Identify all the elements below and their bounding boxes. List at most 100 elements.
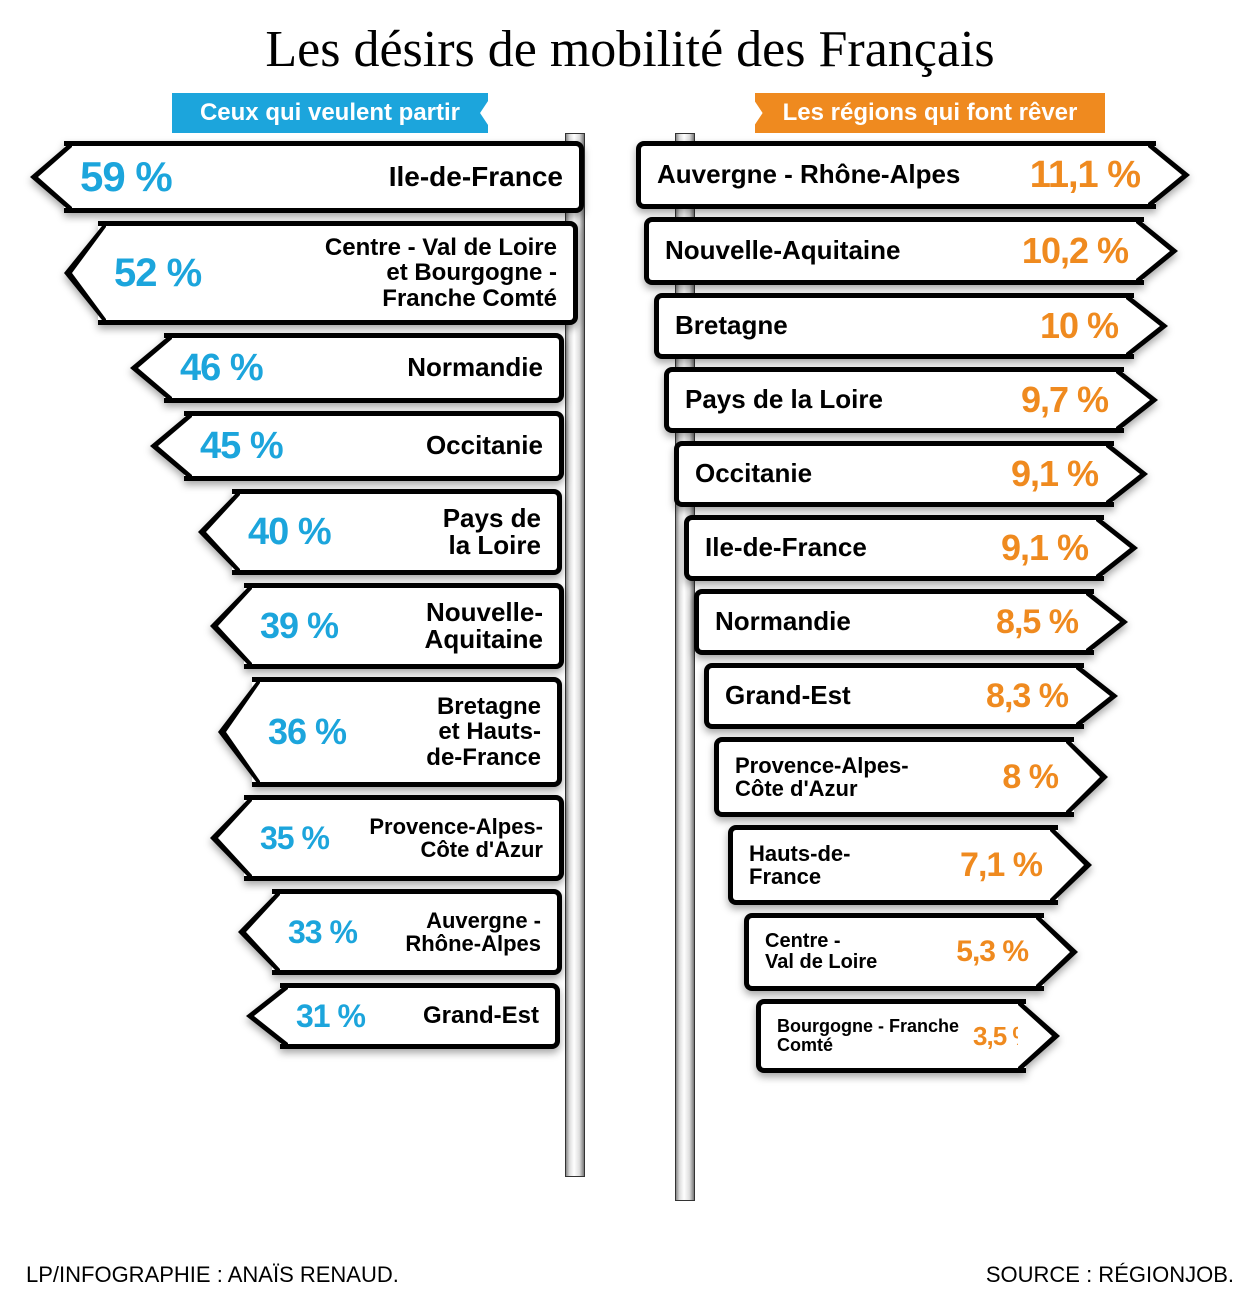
- arrow-right-icon: [1116, 367, 1158, 433]
- sign-label: Nouvelle-Aquitaine: [665, 237, 900, 264]
- sign-percent: 10 %: [1040, 305, 1118, 347]
- arrow-right-icon: [1096, 515, 1138, 581]
- sign-percent: 39 %: [260, 605, 338, 647]
- sign-label: Hauts-de-France: [749, 842, 850, 888]
- sign-percent: 8,3 %: [986, 677, 1068, 716]
- sign-body: 8 % Provence-Alpes-Côte d'Azur: [714, 737, 1074, 817]
- sign-label: Auvergne -Rhône-Alpes: [405, 909, 541, 955]
- sign-percent: 9,1 %: [1001, 527, 1088, 569]
- sign-label: Ile-de-France: [389, 162, 563, 191]
- sign-left-4: 40 % Pays dela Loire: [198, 489, 568, 575]
- arrow-left-icon: [210, 795, 252, 881]
- sign-body: 11,1 % Auvergne - Rhône-Alpes: [636, 141, 1156, 209]
- sign-right-9: 7,1 % Hauts-de-France: [722, 825, 1092, 905]
- sign-label: Centre -Val de Loire: [765, 931, 877, 973]
- sign-right-2: 10 % Bretagne: [648, 293, 1168, 359]
- sign-percent: 45 %: [200, 425, 283, 468]
- sign-left-2: 46 % Normandie: [130, 333, 570, 403]
- sign-left-8: 33 % Auvergne -Rhône-Alpes: [238, 889, 568, 975]
- arrow-right-icon: [1036, 913, 1078, 991]
- sign-percent: 7,1 %: [960, 846, 1042, 885]
- arrow-right-icon: [1148, 141, 1190, 209]
- sign-body: 8,5 % Normandie: [694, 589, 1094, 655]
- sign-body: 52 % Centre - Val de Loireet Bourgogne -F…: [98, 221, 578, 325]
- sign-label: Bretagne: [675, 312, 788, 339]
- sign-label: Provence-Alpes-Côte d'Azur: [369, 815, 543, 861]
- sign-label: Ile-de-France: [705, 534, 867, 561]
- sign-right-7: 8,3 % Grand-Est: [698, 663, 1118, 729]
- sign-body: 9,7 % Pays de la Loire: [664, 367, 1124, 433]
- columns: Ceux qui veulent partir 59 %Ile-de-Franc…: [0, 93, 1260, 1081]
- arrow-left-icon: [198, 489, 240, 575]
- sign-body: 10,2 %Nouvelle-Aquitaine: [644, 217, 1144, 285]
- sign-right-1: 10,2 %Nouvelle-Aquitaine: [638, 217, 1178, 285]
- sign-percent: 52 %: [114, 251, 201, 296]
- arrow-right-icon: [1136, 217, 1178, 285]
- sign-body: 3,5 %Bourgogne - FrancheComté: [756, 999, 1026, 1073]
- sign-right-6: 8,5 % Normandie: [688, 589, 1128, 655]
- sign-percent: 31 %: [296, 998, 365, 1035]
- arrow-right-icon: [1086, 589, 1128, 655]
- sign-label: Bourgogne - FrancheComté: [777, 1017, 959, 1055]
- sign-body: 59 % Ile-de-France: [64, 141, 584, 213]
- sign-body: 39 % Nouvelle-Aquitaine: [244, 583, 564, 669]
- sign-label: Pays dela Loire: [443, 505, 541, 560]
- sign-label: Normandie: [407, 354, 543, 381]
- sign-right-4: 9,1 %Occitanie: [668, 441, 1148, 507]
- sign-label: Bretagneet Hauts-de-France: [426, 694, 541, 770]
- signs-right: 11,1 % Auvergne - Rhône-Alpes 10,2 %Nouve…: [630, 141, 1230, 1073]
- arrow-left-icon: [210, 583, 252, 669]
- sign-percent: 33 %: [288, 914, 357, 951]
- sign-left-1: 52 % Centre - Val de Loireet Bourgogne -F…: [64, 221, 584, 325]
- sign-percent: 11,1 %: [1030, 154, 1140, 197]
- sign-percent: 8 %: [1002, 758, 1058, 797]
- sign-body: 9,1 %Occitanie: [674, 441, 1114, 507]
- sign-body: 7,1 % Hauts-de-France: [728, 825, 1058, 905]
- sign-percent: 9,7 %: [1021, 379, 1108, 421]
- column-leave: Ceux qui veulent partir 59 %Ile-de-Franc…: [30, 93, 630, 1057]
- arrow-left-icon: [150, 411, 192, 481]
- sign-percent: 8,5 %: [996, 603, 1078, 642]
- column-dream: Les régions qui font rêver 11,1 % Auvergn…: [630, 93, 1230, 1081]
- sign-percent: 9,1 %: [1011, 453, 1098, 495]
- sign-body: 10 % Bretagne: [654, 293, 1134, 359]
- sign-right-5: 9,1 % Ile-de-France: [678, 515, 1138, 581]
- credit-right: SOURCE : RÉGIONJOB.: [986, 1262, 1234, 1288]
- arrow-right-icon: [1126, 293, 1168, 359]
- sign-body: 31 %Grand-Est: [280, 983, 560, 1049]
- sign-percent: 46 %: [180, 347, 263, 390]
- arrow-left-icon: [246, 983, 288, 1049]
- sign-label: Pays de la Loire: [685, 386, 883, 413]
- arrow-right-icon: [1066, 737, 1108, 817]
- arrow-right-icon: [1076, 663, 1118, 729]
- sign-body: 9,1 % Ile-de-France: [684, 515, 1104, 581]
- signs-left: 59 % Ile-de-France 52 % Centre - Val de Lo…: [30, 141, 630, 1049]
- arrow-left-icon: [218, 677, 260, 787]
- sign-percent: 59 %: [80, 153, 172, 201]
- sign-label: Grand-Est: [725, 682, 851, 709]
- sign-label: Occitanie: [426, 432, 543, 459]
- sign-left-6: 36 %Bretagneet Hauts-de-France: [218, 677, 568, 787]
- sign-left-7: 35 %Provence-Alpes-Côte d'Azur: [210, 795, 570, 881]
- sign-left-9: 31 %Grand-Est: [246, 983, 566, 1049]
- sign-body: 45 % Occitanie: [184, 411, 564, 481]
- sign-label: Nouvelle-Aquitaine: [425, 599, 543, 654]
- sign-body: 36 %Bretagneet Hauts-de-France: [252, 677, 562, 787]
- sign-right-0: 11,1 % Auvergne - Rhône-Alpes: [630, 141, 1190, 209]
- arrow-right-icon: [1018, 999, 1060, 1073]
- sign-left-3: 45 % Occitanie: [150, 411, 570, 481]
- sign-percent: 40 %: [248, 511, 331, 554]
- arrow-right-icon: [1050, 825, 1092, 905]
- sign-left-0: 59 % Ile-de-France: [30, 141, 590, 213]
- sign-body: 40 % Pays dela Loire: [232, 489, 562, 575]
- header-dream: Les régions qui font rêver: [755, 93, 1106, 133]
- credit-left: LP/INFOGRAPHIE : ANAÏS RENAUD.: [26, 1262, 399, 1288]
- footer: LP/INFOGRAPHIE : ANAÏS RENAUD. SOURCE : …: [0, 1262, 1260, 1288]
- sign-right-10: 5,3 %Centre -Val de Loire: [738, 913, 1078, 991]
- sign-body: 33 % Auvergne -Rhône-Alpes: [272, 889, 562, 975]
- sign-label: Normandie: [715, 608, 851, 635]
- sign-right-11: 3,5 %Bourgogne - FrancheComté: [750, 999, 1060, 1073]
- sign-label: Provence-Alpes-Côte d'Azur: [735, 754, 909, 800]
- sign-label: Centre - Val de Loireet Bourgogne -Franc…: [325, 235, 557, 311]
- sign-label: Auvergne - Rhône-Alpes: [657, 161, 960, 188]
